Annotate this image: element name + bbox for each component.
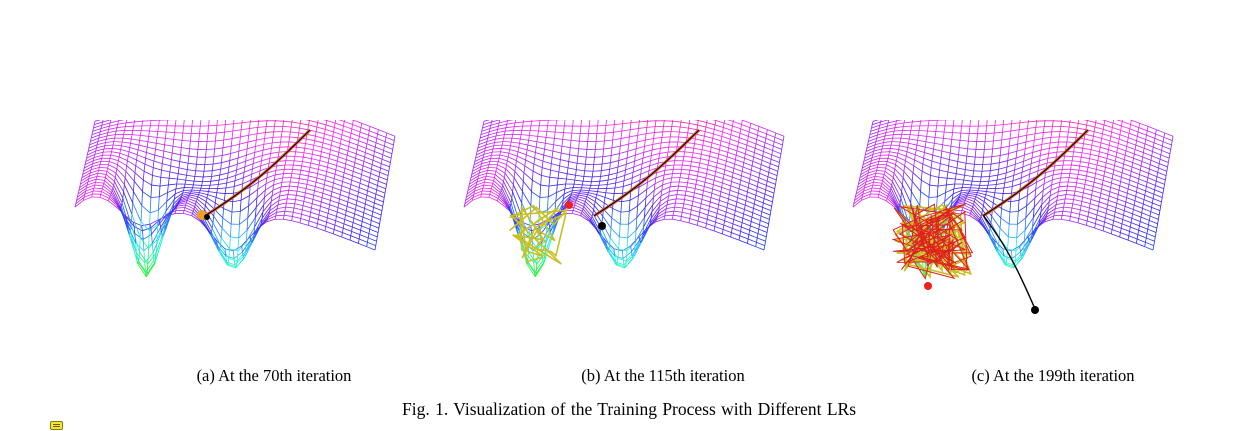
current-point [924,282,932,290]
subcaption-c: (c) At the 199th iteration [971,366,1135,385]
loss-surface-b [463,120,785,277]
descent-trail [593,128,701,218]
descent-trail [982,128,1090,218]
surface-panel-a [70,120,410,330]
subcaption-a: (a) At the 70th iteration [196,366,352,385]
figure-caption: Fig. 1. Visualization of the Training Pr… [401,399,857,419]
descent-trail [204,128,312,218]
surface-panel-b [459,120,799,330]
final-point [204,214,210,220]
fall-path [982,214,1036,310]
oscillation-red-path [891,203,974,280]
descent-path [593,129,700,217]
final-point [598,222,606,230]
sticky-note-icon[interactable] [50,421,63,430]
surface-mesh [463,120,785,277]
surface-mesh [74,120,396,277]
current-point [565,201,573,209]
subcaption-b: (b) At the 115th iteration [581,366,745,385]
descent-path [982,129,1089,217]
loss-surface-a [74,120,396,277]
final-point [1031,306,1039,314]
oscillation-path [508,204,569,265]
loss-surface-c [852,120,1174,314]
surface-panel-c [848,120,1188,330]
descent-path [204,129,311,217]
